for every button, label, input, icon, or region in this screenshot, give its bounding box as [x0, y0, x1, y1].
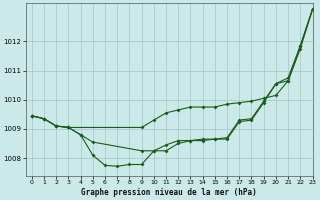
- X-axis label: Graphe pression niveau de la mer (hPa): Graphe pression niveau de la mer (hPa): [81, 188, 257, 197]
